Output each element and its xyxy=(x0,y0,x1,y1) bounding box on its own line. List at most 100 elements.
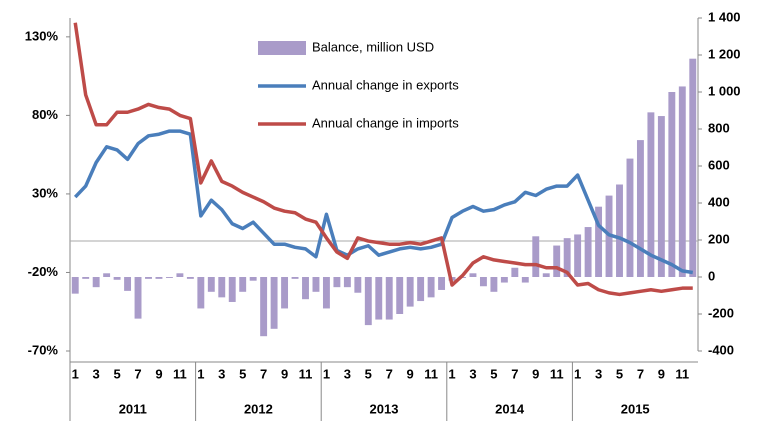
legend-label: Annual change in imports xyxy=(312,115,459,130)
bar xyxy=(197,277,205,309)
bar xyxy=(553,245,561,277)
bar xyxy=(479,277,487,287)
x-tick-label: 5 xyxy=(365,366,372,381)
legend-label: Balance, million USD xyxy=(312,39,434,54)
year-label: 2011 xyxy=(119,401,147,416)
bar xyxy=(678,86,686,277)
legend-swatch xyxy=(258,41,306,55)
x-tick-label: 7 xyxy=(260,366,267,381)
bar xyxy=(228,277,236,302)
x-tick-label: 11 xyxy=(675,366,689,381)
line xyxy=(73,22,693,297)
x-tick-label: 1 xyxy=(197,366,204,381)
bar xyxy=(176,273,184,277)
bar xyxy=(124,277,132,291)
bar xyxy=(427,277,435,298)
bar xyxy=(584,227,592,277)
bar xyxy=(406,277,414,307)
year-label: 2014 xyxy=(495,401,525,416)
bar xyxy=(260,277,268,337)
x-tick-label: 1 xyxy=(323,366,330,381)
y2-tick-label: -400 xyxy=(708,342,734,357)
y-tick-label: 80% xyxy=(32,107,58,122)
bar xyxy=(186,277,194,279)
bar xyxy=(375,277,383,320)
y2-tick-label: 600 xyxy=(708,157,730,172)
x-tick-label: 11 xyxy=(550,366,564,381)
y2-tick-label: 200 xyxy=(708,231,730,246)
bar xyxy=(354,277,362,293)
y2-tick-label: 800 xyxy=(708,120,730,135)
x-tick-label: 9 xyxy=(532,366,539,381)
y-tick-label: 130% xyxy=(25,28,59,43)
x-tick-label: 11 xyxy=(424,366,438,381)
x-tick-label: 9 xyxy=(658,366,665,381)
bar xyxy=(364,277,372,326)
x-tick-label: 7 xyxy=(637,366,644,381)
bar xyxy=(626,158,634,277)
bar xyxy=(647,112,655,277)
bar xyxy=(155,277,163,279)
bar xyxy=(417,277,425,302)
bar xyxy=(165,277,173,278)
x-tick-label: 7 xyxy=(511,366,518,381)
x-tick-label: 9 xyxy=(407,366,414,381)
bar xyxy=(668,92,676,277)
y2-tick-label: 1 200 xyxy=(708,46,741,61)
y2-tick-label: 400 xyxy=(708,194,730,209)
year-label: 2015 xyxy=(621,401,650,416)
y-tick-label: -70% xyxy=(28,342,59,357)
x-tick-label: 1 xyxy=(448,366,455,381)
x-tick-label: 3 xyxy=(93,366,100,381)
y-tick-label: 30% xyxy=(32,185,58,200)
bar xyxy=(322,277,330,309)
x-tick-label: 3 xyxy=(344,366,351,381)
x-tick-label: 11 xyxy=(299,366,313,381)
bar xyxy=(343,277,351,288)
bar xyxy=(302,277,309,300)
x-tick-label: 5 xyxy=(113,366,120,381)
x-tick-label: 1 xyxy=(72,366,79,381)
bar xyxy=(270,277,278,329)
bar xyxy=(595,206,603,277)
bar xyxy=(469,273,477,277)
bar xyxy=(574,234,582,277)
bar xyxy=(239,277,247,292)
line xyxy=(73,129,694,275)
x-tick-label: 3 xyxy=(469,366,476,381)
bar xyxy=(291,277,299,279)
y2-tick-label: 0 xyxy=(708,268,715,283)
bar xyxy=(207,277,215,292)
bar xyxy=(521,277,529,283)
year-label: 2012 xyxy=(244,401,273,416)
bar xyxy=(281,277,289,309)
x-tick-label: 3 xyxy=(595,366,602,381)
x-tick-label: 11 xyxy=(173,366,187,381)
bar xyxy=(312,277,320,292)
x-tick-label: 5 xyxy=(239,366,246,381)
bar xyxy=(500,277,508,283)
y-tick-label: -20% xyxy=(28,264,59,279)
bar xyxy=(92,277,100,288)
bar xyxy=(71,277,79,294)
bar xyxy=(563,238,571,277)
y2-tick-label: -200 xyxy=(708,305,734,320)
x-tick-label: 3 xyxy=(218,366,225,381)
bar xyxy=(82,277,90,279)
bar xyxy=(113,277,121,280)
x-tick-label: 9 xyxy=(155,366,162,381)
bar xyxy=(218,277,226,298)
bar xyxy=(134,277,142,319)
bar xyxy=(385,277,393,320)
legend-label: Annual change in exports xyxy=(312,77,459,92)
bar xyxy=(532,236,540,277)
bar xyxy=(490,277,498,292)
year-label: 2013 xyxy=(370,401,399,416)
x-tick-label: 5 xyxy=(616,366,623,381)
x-tick-label: 5 xyxy=(490,366,497,381)
bar xyxy=(657,116,665,277)
bar xyxy=(542,273,550,277)
x-tick-label: 1 xyxy=(574,366,581,381)
x-tick-label: 7 xyxy=(134,366,141,381)
bar xyxy=(145,277,152,279)
